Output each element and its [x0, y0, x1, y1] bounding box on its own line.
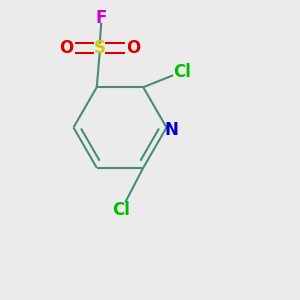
Text: O: O [59, 39, 74, 57]
Text: O: O [126, 39, 140, 57]
Text: S: S [94, 39, 106, 57]
Text: Cl: Cl [173, 63, 190, 81]
Text: F: F [96, 9, 107, 27]
Text: Cl: Cl [112, 201, 130, 219]
Text: N: N [165, 121, 178, 139]
